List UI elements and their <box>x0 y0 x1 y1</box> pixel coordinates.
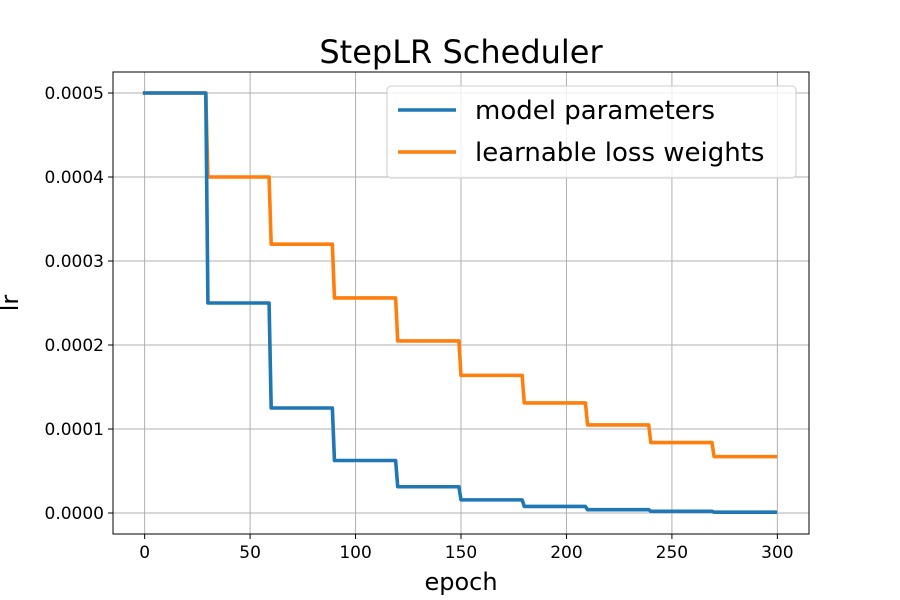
y-tick-label: 0.0001 <box>45 420 104 440</box>
x-axis-label: epoch <box>424 568 497 596</box>
legend-label-1: learnable loss weights <box>475 138 764 168</box>
series-layer <box>142 91 778 514</box>
x-tick-label: 300 <box>761 543 793 563</box>
x-tick-label: 150 <box>445 543 477 563</box>
x-tick-label: 100 <box>339 543 371 563</box>
legend-box <box>386 85 797 179</box>
x-tick-label: 200 <box>550 543 582 563</box>
legend: model parameters learnable loss weights <box>386 85 797 179</box>
y-tick-label: 0.0002 <box>45 336 104 356</box>
ticks-layer: 0 50 100 150 200 250 300 0.0000 0.0001 0.0002 0.00… <box>45 84 794 563</box>
series-line-0 <box>142 91 778 514</box>
x-tick-label: 0 <box>139 543 150 563</box>
x-tick-label: 50 <box>239 543 261 563</box>
y-tick-label: 0.0004 <box>45 168 104 188</box>
y-tick-label: 0.0000 <box>45 504 104 524</box>
series-line-1 <box>142 91 778 459</box>
x-tick-label: 250 <box>656 543 688 563</box>
y-tick-label: 0.0003 <box>45 252 104 272</box>
legend-label-0: model parameters <box>475 96 715 126</box>
y-tick-label: 0.0005 <box>45 84 104 104</box>
y-axis-label: lr <box>0 295 24 312</box>
chart-title: StepLR Scheduler <box>319 33 603 71</box>
